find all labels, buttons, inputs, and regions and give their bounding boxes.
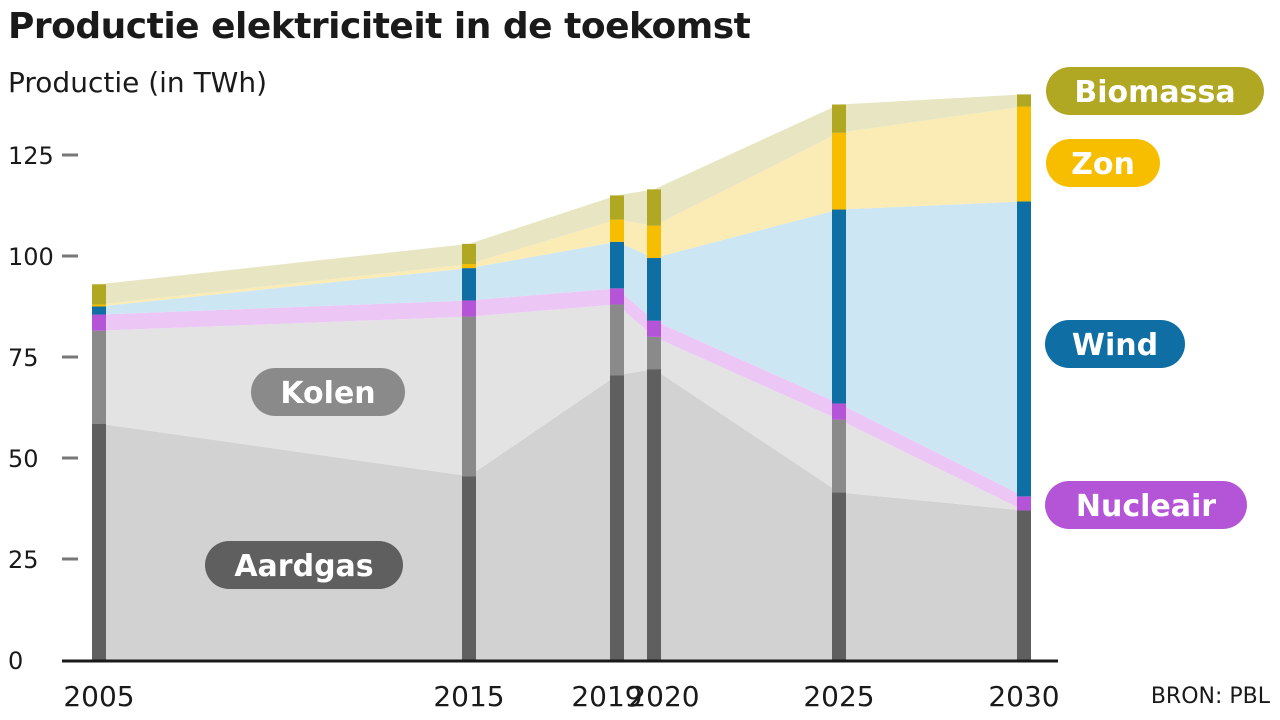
y-tick-label: 125	[8, 142, 54, 170]
bar-segment-biomassa	[832, 104, 846, 133]
label-kolen: Kolen	[280, 376, 375, 411]
bar-segment-aardgas	[647, 369, 661, 660]
bar-segment-zon	[92, 304, 106, 307]
bar-segment-kolen	[832, 419, 846, 493]
bar-segment-zon	[647, 225, 661, 259]
bar-segment-zon	[610, 219, 624, 242]
y-tick-label: 50	[8, 445, 39, 473]
label-aardgas: Aardgas	[234, 549, 373, 584]
bar-segment-kolen	[462, 316, 476, 477]
bar-segment-biomassa	[610, 195, 624, 220]
bar-segment-biomassa	[462, 243, 476, 265]
bar-segment-wind	[462, 268, 476, 301]
label-pill-kolen	[251, 368, 405, 416]
bar-segment-nucleair	[647, 320, 661, 337]
bar-segment-kolen	[610, 304, 624, 376]
area-biomassa	[99, 94, 1024, 305]
label-pill-nucleair	[1045, 481, 1247, 529]
area-wind	[99, 201, 1024, 497]
x-tick-label: 2030	[988, 680, 1059, 713]
bar-segment-zon	[1017, 106, 1031, 202]
label-wind: Wind	[1072, 328, 1158, 363]
bar-segment-aardgas	[610, 375, 624, 660]
bar-segment-biomassa	[647, 189, 661, 226]
bar-segment-nucleair	[832, 403, 846, 420]
label-nucleair: Nucleair	[1076, 489, 1216, 524]
bar-segment-wind	[92, 306, 106, 315]
bar-segment-wind	[1017, 201, 1031, 497]
bar-segment-zon	[462, 264, 476, 269]
bar-segment-aardgas	[462, 476, 476, 660]
bar-segment-kolen	[647, 336, 661, 370]
y-tick-label: 100	[8, 243, 54, 271]
x-tick-label: 2005	[63, 680, 134, 713]
bar-segment-nucleair	[1017, 496, 1031, 511]
bar-segment-biomassa	[92, 284, 106, 305]
bar-segment-aardgas	[92, 423, 106, 660]
label-pill-biomassa	[1046, 67, 1264, 115]
label-biomassa: Biomassa	[1074, 75, 1235, 110]
bar-segment-wind	[610, 241, 624, 289]
y-tick-label: 25	[8, 546, 39, 574]
chart-title: Productie elektriciteit in de toekomst	[8, 6, 751, 47]
bar-segment-wind	[832, 209, 846, 404]
bar-segment-zon	[832, 132, 846, 210]
x-tick-label: 2025	[803, 680, 874, 713]
bar-segment-kolen	[92, 330, 106, 424]
x-tick-label: 2020	[628, 680, 699, 713]
bar-segment-aardgas	[1017, 510, 1031, 660]
label-pill-wind	[1045, 320, 1185, 368]
y-tick-label: 0	[8, 647, 23, 675]
x-tick-label: 2015	[433, 680, 504, 713]
label-pill-aardgas	[205, 541, 403, 589]
y-tick-label: 75	[8, 344, 39, 372]
bar-segment-biomassa	[1017, 94, 1031, 107]
bar-segment-aardgas	[832, 492, 846, 660]
bar-segment-nucleair	[92, 314, 106, 331]
area-zon	[99, 106, 1024, 307]
bar-layer	[92, 94, 1031, 660]
bar-segment-wind	[647, 258, 661, 321]
label-zon: Zon	[1071, 147, 1135, 182]
bar-segment-nucleair	[462, 300, 476, 317]
bar-segment-nucleair	[610, 288, 624, 305]
area-kolen	[99, 304, 1024, 511]
y-axis-label: Productie (in TWh)	[8, 66, 268, 99]
label-pill-zon	[1046, 139, 1160, 187]
source-note: BRON: PBL	[1150, 684, 1270, 709]
x-tick-label: 2019	[571, 680, 642, 713]
label-layer: Biomassa Zon Wind Nucleair Kolen Aardgas	[205, 67, 1264, 589]
